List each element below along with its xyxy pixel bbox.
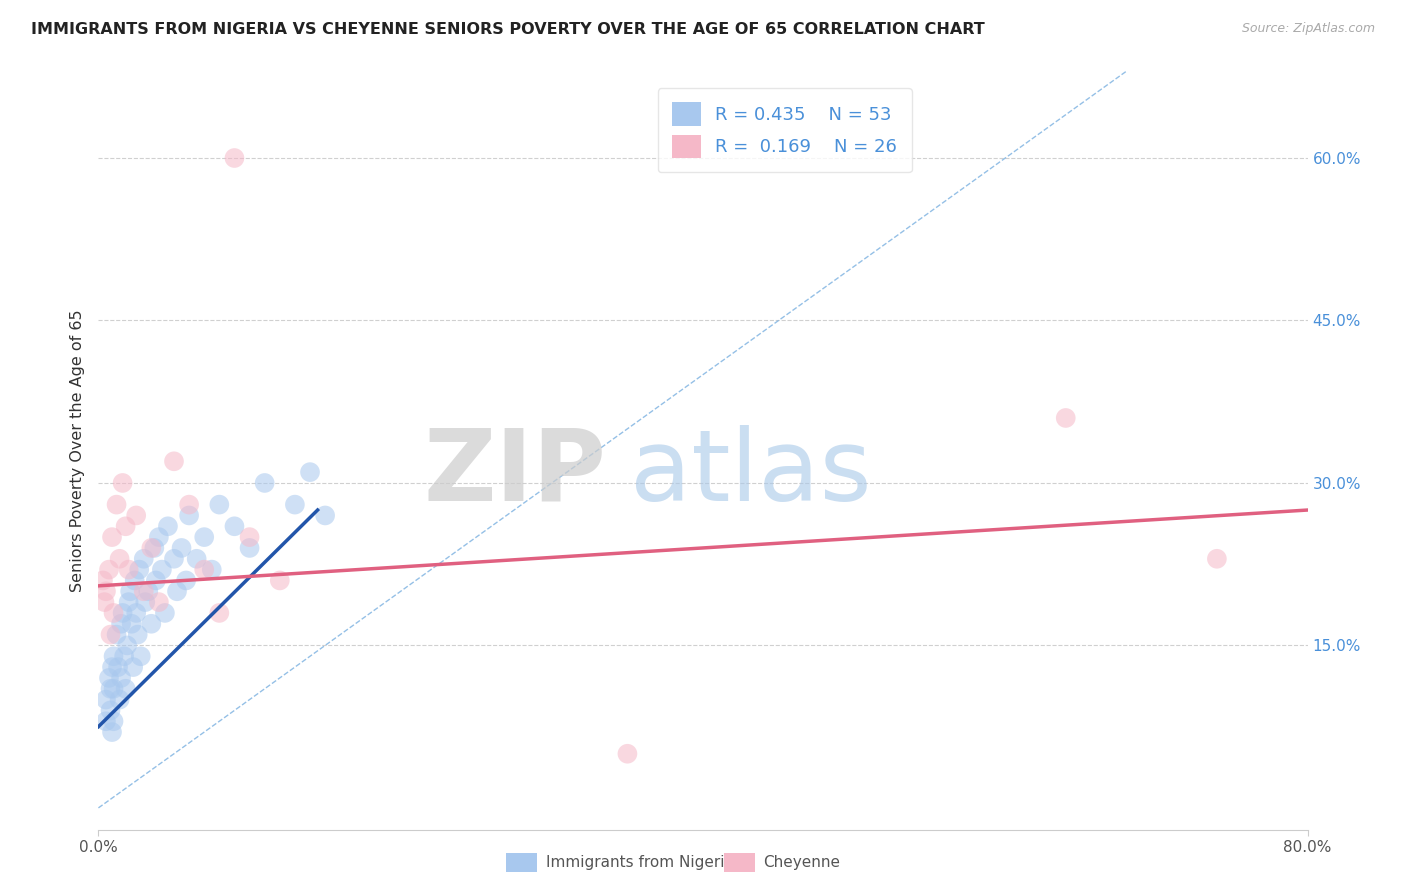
Point <box>314 508 336 523</box>
Text: Immigrants from Nigeria: Immigrants from Nigeria <box>546 855 734 870</box>
Point <box>132 551 155 566</box>
Point <box>143 541 166 555</box>
Point <box>224 519 246 533</box>
Point <box>94 692 117 706</box>
Point <box>269 574 291 588</box>
Point <box>127 627 149 641</box>
Point <box>156 519 179 533</box>
Point <box>111 475 134 490</box>
Point <box>141 541 163 555</box>
Point <box>174 574 197 588</box>
Point <box>114 681 136 696</box>
Point <box>299 465 322 479</box>
Point <box>186 551 208 566</box>
Point <box>193 530 215 544</box>
Point <box>108 551 131 566</box>
Point <box>101 530 124 544</box>
Point <box>110 616 132 631</box>
Point <box>103 649 125 664</box>
Point <box>163 551 186 566</box>
Point <box>136 584 159 599</box>
Point <box>208 498 231 512</box>
Point <box>201 563 224 577</box>
Point <box>110 671 132 685</box>
Point <box>145 574 167 588</box>
Legend: R = 0.435    N = 53, R =  0.169    N = 26: R = 0.435 N = 53, R = 0.169 N = 26 <box>658 88 911 172</box>
Point <box>208 606 231 620</box>
Y-axis label: Seniors Poverty Over the Age of 65: Seniors Poverty Over the Age of 65 <box>69 310 84 591</box>
Point <box>120 584 142 599</box>
Point <box>101 725 124 739</box>
Point <box>98 563 121 577</box>
Point <box>91 574 114 588</box>
Point <box>1206 551 1229 566</box>
Point <box>108 692 131 706</box>
Point <box>111 606 134 620</box>
Text: IMMIGRANTS FROM NIGERIA VS CHEYENNE SENIORS POVERTY OVER THE AGE OF 65 CORRELATI: IMMIGRANTS FROM NIGERIA VS CHEYENNE SENI… <box>31 22 984 37</box>
Point <box>153 606 176 620</box>
Point <box>93 595 115 609</box>
Point <box>103 606 125 620</box>
Point <box>124 574 146 588</box>
Point <box>125 508 148 523</box>
Point <box>148 595 170 609</box>
Point <box>150 563 173 577</box>
Point <box>166 584 188 599</box>
Point <box>112 649 135 664</box>
Point <box>616 747 638 761</box>
Point <box>125 606 148 620</box>
Point <box>179 508 201 523</box>
Point <box>121 616 143 631</box>
Text: ZIP: ZIP <box>423 425 606 522</box>
Point <box>118 563 141 577</box>
Point <box>115 639 138 653</box>
Point <box>103 681 125 696</box>
Point <box>98 671 121 685</box>
Point <box>128 563 150 577</box>
Point <box>101 660 124 674</box>
Point <box>134 595 156 609</box>
Point <box>148 530 170 544</box>
Point <box>163 454 186 468</box>
Point <box>239 541 262 555</box>
Text: Cheyenne: Cheyenne <box>763 855 841 870</box>
Point <box>141 616 163 631</box>
Point <box>100 703 122 717</box>
Point <box>105 498 128 512</box>
Point <box>193 563 215 577</box>
Text: Source: ZipAtlas.com: Source: ZipAtlas.com <box>1241 22 1375 36</box>
Point <box>253 475 276 490</box>
Point <box>170 541 193 555</box>
Point <box>239 530 262 544</box>
Point <box>224 151 246 165</box>
Point <box>105 627 128 641</box>
Point <box>94 714 117 729</box>
Point <box>100 681 122 696</box>
Point <box>284 498 307 512</box>
Point <box>129 649 152 664</box>
Point <box>122 660 145 674</box>
Point <box>114 519 136 533</box>
Text: atlas: atlas <box>630 425 872 522</box>
Point <box>118 595 141 609</box>
Point <box>94 584 117 599</box>
Point <box>1054 411 1077 425</box>
Point <box>107 660 129 674</box>
Point <box>103 714 125 729</box>
Point <box>100 627 122 641</box>
Point <box>132 584 155 599</box>
Point <box>179 498 201 512</box>
